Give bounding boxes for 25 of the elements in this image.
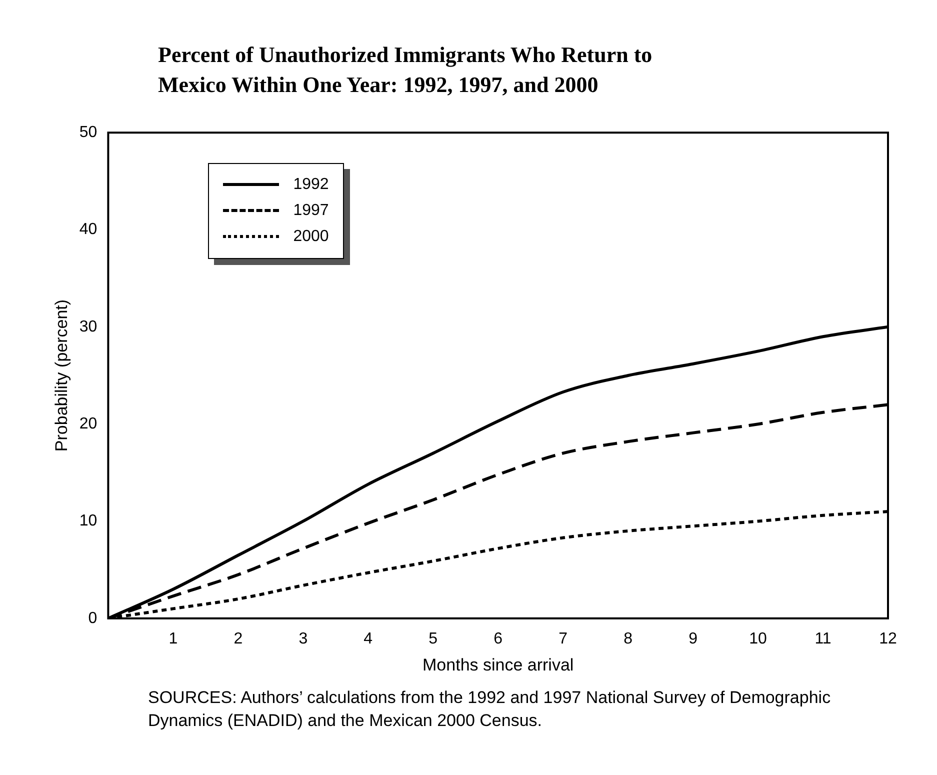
x-tick-label: 8 [624,630,633,648]
x-tick-label: 7 [558,630,568,648]
chart-title: Percent of Unauthorized Immigrants Who Return to Mexico Within One Year: 1992, 1997, and 2000 [158,41,654,99]
y-tick-label: 0 [88,610,98,627]
y-tick-label: 10 [79,512,98,530]
y-tick-label: 50 [79,124,98,142]
y-axis-title: Probability (percent) [52,299,71,452]
x-tick-label: 9 [688,630,698,648]
legend-label: 1997 [293,202,329,220]
source-note: SOURCES: Authors’ calculations from the 1992 and 1997 National Survey of Demographic Dynamics (ENADID) and the Mexican 2000 Census. [148,687,832,732]
x-tick-label: 1 [168,630,178,648]
x-axis-title: Months since arrival [422,655,574,674]
legend-label: 1992 [293,176,329,194]
legend-label: 2000 [293,228,329,246]
x-tick-label: 6 [494,630,503,648]
x-tick-label: 4 [364,630,373,648]
x-tick-label: 10 [749,630,768,648]
x-tick-label: 2 [234,630,243,648]
x-tick-label: 5 [428,630,438,648]
x-tick-label: 3 [298,630,308,648]
x-tick-label: 12 [879,630,897,648]
x-tick-label: 11 [814,630,832,648]
y-tick-label: 30 [79,318,98,336]
y-tick-label: 40 [79,221,98,238]
y-tick-label: 20 [79,415,98,432]
